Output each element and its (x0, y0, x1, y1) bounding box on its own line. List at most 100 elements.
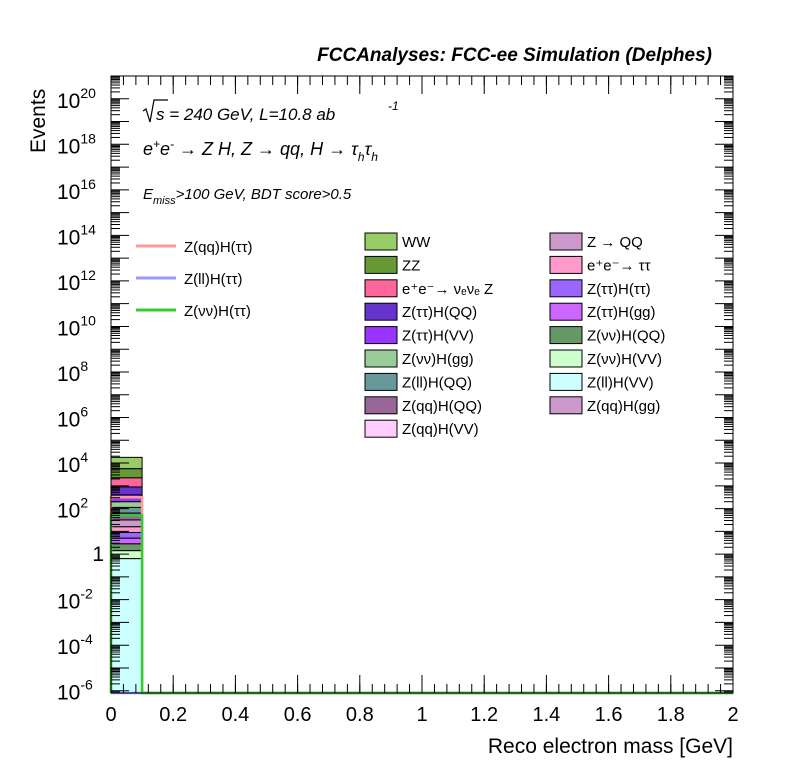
legend-fill-swatch (549, 349, 583, 368)
stack-segment (110, 501, 143, 508)
x-axis-label: Reco electron mass [GeV] (488, 735, 733, 758)
legend-background-label: Z(νν)H(VV) (587, 351, 662, 368)
legend-signal-label: Z(ll)H(ττ) (184, 271, 243, 288)
legend-fill-swatch (549, 372, 583, 391)
y-tick-label: 10-6 (57, 677, 93, 705)
legend-signal-label: Z(qq)H(ττ) (184, 239, 253, 256)
y-tick-base: 10 (57, 181, 80, 204)
y-tick-label: 1016 (57, 176, 96, 204)
y-tick-label: 102 (57, 495, 88, 523)
y-tick-label: 1012 (57, 267, 96, 295)
y-tick-exponent: 10 (80, 312, 96, 328)
y-tick-label: 1014 (57, 221, 96, 249)
y-tick-label: 1 (92, 543, 104, 566)
legend-background-label: Z(qq)H(gg) (587, 398, 660, 415)
x-tick-label: 1.2 (470, 704, 498, 726)
y-tick-base: 10 (57, 363, 80, 386)
legend-background-label: ZZ (402, 257, 420, 274)
legend-fill-swatch (364, 349, 398, 368)
y-tick-base: 10 (57, 272, 80, 295)
x-tick-label: 0 (105, 704, 116, 726)
legend-fill-swatch (364, 419, 398, 438)
legend-background-label: WW (402, 234, 431, 251)
cut-rest: >100 GeV, BDT score>0.5 (176, 186, 352, 203)
x-tick-label: 2 (727, 704, 738, 726)
legend-fill-swatch (364, 302, 398, 321)
y-tick-base: 10 (57, 682, 80, 705)
legend-background-label: Z(qq)H(VV) (402, 421, 479, 438)
process-e2-sup: - (170, 137, 174, 151)
y-tick-base: 10 (57, 409, 80, 432)
lumi-exponent: -1 (388, 99, 399, 113)
legend-fill-swatch (364, 279, 398, 298)
y-tick-exponent: 6 (80, 404, 88, 420)
y-tick-label: 10-4 (57, 631, 93, 659)
process-h1: h (358, 150, 365, 164)
legend-background-label: Z(ττ)H(ττ) (587, 281, 651, 298)
y-tick-exponent: 20 (80, 85, 96, 101)
legend-fill-swatch (364, 326, 398, 345)
legend-backgrounds: WW ZZ e⁺e⁻→ νₑνₑ Z Z(ττ)H(QQ) Z(ττ)H(VV) Z(νν… (364, 232, 665, 438)
legend-background-label: Z → QQ (587, 234, 643, 251)
cut-e: E (143, 186, 154, 203)
y-tick-base: 10 (57, 135, 80, 158)
x-tick-label: 1.6 (595, 704, 623, 726)
x-tick-label: 0.2 (159, 704, 187, 726)
legend-background-label: e⁺e⁻→ νₑνₑ Z (402, 281, 493, 298)
y-tick-label: 104 (57, 449, 88, 477)
legend-background-label: Z(ll)H(QQ) (402, 374, 472, 391)
y-tick-base: 10 (57, 500, 80, 523)
y-tick-base: 10 (57, 591, 80, 614)
x-tick-label: 0.4 (221, 704, 249, 726)
legend-background-label: Z(νν)H(gg) (402, 351, 474, 368)
y-axis: 10-610-410-21102104106108101010121014101… (57, 75, 733, 705)
y-tick-base: 10 (57, 636, 80, 659)
process-tau2: τ (365, 139, 373, 159)
x-tick-label: 1.4 (532, 704, 560, 726)
annotation-cut: Emiss>100 GeV, BDT score>0.5 (143, 186, 352, 207)
annotation-process: e+e- → Z H, Z → qq, H → τhτh (143, 137, 378, 164)
legend-fill-swatch (364, 372, 398, 391)
legend-fill-swatch (364, 255, 398, 274)
legend-background-label: Z(ττ)H(QQ) (402, 304, 477, 321)
y-tick-label: 10-2 (57, 586, 93, 614)
legend-background-label: Z(qq)H(QQ) (402, 398, 482, 415)
sqrt-symbol (142, 99, 168, 123)
y-tick-label: 1020 (57, 85, 96, 113)
chart-title: FCCAnalyses: FCC-ee Simulation (Delphes) (317, 45, 712, 66)
y-tick-base: 10 (57, 226, 80, 249)
x-tick-label: 1.8 (657, 704, 685, 726)
legend-fill-swatch (549, 326, 583, 345)
energy-lumi-text: = 240 GeV, L=10.8 ab (165, 105, 336, 124)
svg-text:Emiss>100 GeV, BDT score>0.5: Emiss>100 GeV, BDT score>0.5 (143, 186, 352, 207)
legend-fill-swatch (549, 302, 583, 321)
cut-sub: miss (153, 195, 176, 207)
legend-background-label: Z(ll)H(VV) (587, 374, 654, 391)
legend-fill-swatch (549, 232, 583, 251)
stack-segment (110, 519, 143, 528)
annotation-energy: s = 240 GeV, L=10.8 ab -1 (142, 99, 399, 124)
y-tick-exponent: -4 (80, 631, 93, 647)
y-tick-exponent: 18 (80, 130, 96, 146)
legend-fill-swatch (364, 396, 398, 415)
y-tick-label: 106 (57, 404, 88, 432)
process-rest: → Z H, Z → qq, H → τ (174, 139, 359, 159)
y-tick-exponent: 12 (80, 267, 96, 283)
svg-text:s = 240 GeV, L=10.8 ab: s = 240 GeV, L=10.8 ab (156, 105, 335, 124)
y-tick-exponent: -2 (80, 586, 93, 602)
y-tick-base: 10 (57, 454, 80, 477)
legend-fill-swatch (364, 232, 398, 251)
svg-text:e+e- → Z H, Z → qq, H → τhτh: e+e- → Z H, Z → qq, H → τhτh (143, 137, 378, 164)
y-tick-exponent: 4 (80, 449, 88, 465)
y-tick-label: 108 (57, 358, 88, 386)
y-tick-label: 1010 (57, 312, 96, 340)
process-h2: h (371, 150, 378, 164)
y-tick-label: 1018 (57, 130, 96, 158)
x-tick-label: 0.6 (284, 704, 312, 726)
x-axis: 0 0.2 0.4 0.6 0.8 1 1.2 1.4 1.6 1.8 2 (105, 76, 739, 726)
legend-signal-label: Z(νν)H(ττ) (184, 303, 251, 320)
process-e1: e (143, 139, 153, 159)
y-tick-exponent: 8 (80, 358, 88, 374)
legend-fill-swatch (549, 255, 583, 274)
